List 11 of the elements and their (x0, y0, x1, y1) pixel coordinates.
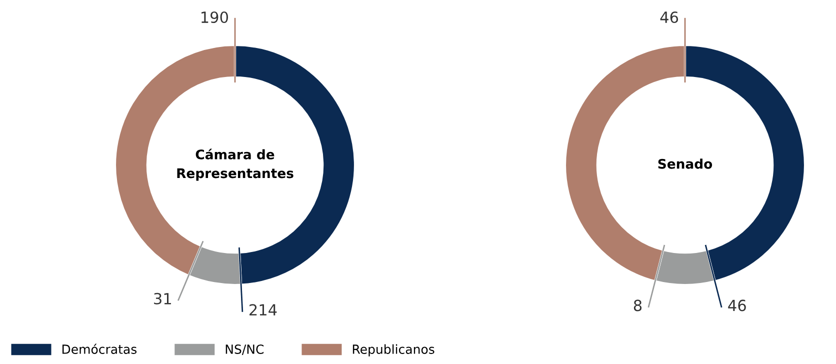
legend-label: Republicanos (352, 344, 434, 356)
legend-label: Demócratas (62, 344, 137, 354)
data-label: 190 (202, 11, 228, 24)
data-label: 214 (250, 304, 277, 316)
data-label: 31 (154, 292, 171, 304)
data-label: 46 (728, 300, 746, 312)
text: Senado (658, 158, 712, 169)
data-label: 46 (660, 11, 678, 24)
legend-label: NS/NC (226, 344, 264, 355)
text: Cámara de Representantes (177, 148, 294, 181)
data-label: 8 (634, 300, 642, 312)
